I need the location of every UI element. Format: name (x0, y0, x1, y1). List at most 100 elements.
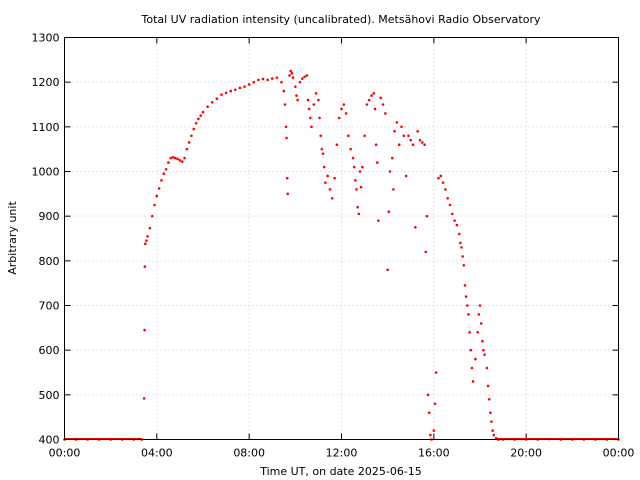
data-point (270, 77, 274, 80)
data-point (355, 188, 358, 191)
data-point (354, 179, 357, 182)
y-tick-label: 1300 (32, 32, 60, 45)
data-point (305, 74, 309, 77)
y-tick-labels: 400 500 600 700 800 900 1000 1100 1200 1300 (32, 32, 60, 447)
data-point (363, 134, 366, 138)
data-point (157, 187, 161, 190)
data-points (63, 69, 620, 441)
data-point (283, 103, 287, 106)
data-point (335, 143, 339, 146)
data-point (477, 313, 481, 316)
data-point (471, 380, 475, 383)
data-point (285, 136, 288, 140)
data-point (324, 181, 327, 184)
y-tick-label: 700 (39, 300, 60, 313)
data-point (314, 92, 318, 95)
data-point (397, 143, 401, 146)
data-point (220, 93, 223, 96)
data-point (439, 174, 443, 178)
data-point (312, 103, 316, 106)
data-point (178, 159, 182, 162)
data-point (425, 214, 429, 218)
y-tick-label: 1000 (32, 166, 60, 179)
data-point (328, 188, 332, 191)
data-point (180, 160, 184, 163)
data-point (469, 348, 473, 352)
data-point (418, 138, 422, 142)
data-point (143, 265, 147, 268)
data-point (474, 357, 477, 361)
data-point (359, 185, 363, 189)
data-point (288, 74, 291, 77)
data-point (467, 313, 470, 316)
data-point (282, 89, 286, 93)
data-point (429, 433, 432, 437)
data-point (306, 98, 310, 102)
data-point (455, 223, 459, 227)
data-point (387, 210, 391, 213)
data-point (392, 188, 395, 191)
data-point (238, 86, 242, 90)
data-point (372, 92, 376, 95)
data-point (416, 130, 419, 133)
y-tick-label: 500 (39, 389, 60, 402)
data-point (434, 371, 438, 374)
data-point (481, 339, 484, 343)
data-point (464, 295, 468, 298)
data-point (303, 75, 306, 79)
data-point (482, 348, 485, 352)
data-point (298, 80, 302, 84)
data-point (377, 219, 380, 222)
x-axis-label: Time UT, on date 2025-06-15 (259, 465, 422, 478)
data-point (460, 246, 463, 249)
data-point (370, 94, 373, 97)
data-point (381, 103, 385, 106)
data-point (365, 103, 369, 106)
data-point (290, 71, 294, 75)
data-point (427, 411, 431, 415)
data-point (185, 147, 189, 151)
x-tick-label: 12:00 (326, 447, 358, 460)
data-point (459, 241, 462, 245)
data-point (289, 69, 293, 73)
data-point (468, 331, 471, 334)
chart-title: Total UV radiation intensity (uncalibrat… (141, 13, 541, 26)
data-point (490, 420, 493, 423)
data-point (466, 304, 469, 307)
data-point (356, 205, 359, 209)
x-tick-label: 08:00 (233, 447, 265, 460)
data-point (486, 384, 490, 388)
data-point (330, 197, 334, 200)
data-point (453, 219, 456, 222)
data-point (360, 165, 364, 169)
data-point (409, 138, 413, 142)
data-point (197, 117, 200, 121)
data-point (347, 134, 350, 138)
data-point (192, 127, 196, 131)
data-point (280, 80, 283, 84)
data-point (441, 181, 445, 184)
data-point (395, 121, 399, 124)
data-point (284, 125, 288, 129)
data-point (375, 161, 379, 164)
data-point (296, 98, 299, 102)
data-point (404, 174, 408, 178)
data-point (344, 112, 348, 115)
data-point (160, 179, 163, 182)
data-point (243, 85, 246, 88)
data-point (229, 89, 232, 93)
data-point (162, 172, 166, 176)
data-point (190, 134, 193, 138)
data-point (164, 167, 168, 171)
data-point (142, 397, 146, 400)
data-point (386, 268, 389, 272)
data-point (174, 156, 177, 160)
data-point (414, 226, 417, 229)
data-point (234, 88, 237, 92)
x-tick-label: 00:00 (603, 447, 635, 460)
x-tick-label: 04:00 (141, 447, 173, 460)
y-tick-label: 1200 (32, 76, 60, 89)
data-point (446, 197, 449, 200)
data-point (470, 366, 474, 370)
data-point (319, 134, 323, 138)
